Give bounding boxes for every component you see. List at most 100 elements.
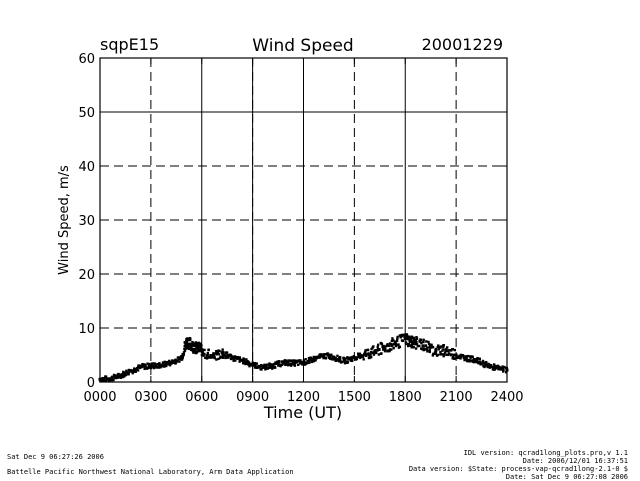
data-point <box>192 347 195 351</box>
data-point <box>445 353 448 356</box>
data-point <box>210 355 214 359</box>
data-point <box>363 351 367 355</box>
data-point <box>289 364 293 367</box>
data-point <box>424 344 428 348</box>
data-point <box>485 360 488 364</box>
data-point <box>343 358 347 361</box>
data-point <box>468 355 472 358</box>
data-point <box>425 340 428 343</box>
data-point <box>375 351 378 355</box>
data-point <box>151 365 154 368</box>
data-point <box>137 364 141 367</box>
data-point <box>269 364 272 367</box>
data-point <box>427 340 430 344</box>
data-point <box>357 355 361 358</box>
data-point <box>300 360 303 364</box>
data-point <box>161 362 165 365</box>
data-point <box>290 359 293 362</box>
data-point <box>285 362 288 365</box>
data-point <box>186 345 189 349</box>
data-point <box>215 349 218 353</box>
data-point <box>414 347 418 350</box>
data-point <box>278 364 281 367</box>
data-point <box>124 374 127 377</box>
data-point <box>210 354 214 357</box>
data-point <box>442 348 445 351</box>
data-point <box>185 337 188 341</box>
data-point <box>488 366 491 369</box>
data-point <box>233 355 237 358</box>
x-tick-label-1800: 1800 <box>389 390 422 405</box>
data-point <box>196 350 199 353</box>
data-point <box>378 348 381 351</box>
data-point <box>457 356 460 359</box>
data-point <box>285 359 288 362</box>
data-point <box>209 353 212 357</box>
data-point <box>296 363 300 366</box>
x-tick-marks <box>99 58 508 382</box>
footer-right-idl-version: IDL version: qcrad1long_plots.pro,v 1.1 <box>463 449 628 457</box>
data-point <box>132 367 136 370</box>
data-point <box>234 356 237 359</box>
data-point <box>394 344 397 348</box>
data-point <box>193 344 196 347</box>
data-point <box>308 361 311 364</box>
data-point <box>359 356 362 360</box>
data-point <box>480 362 483 366</box>
data-point <box>238 360 241 363</box>
data-point <box>118 376 121 379</box>
data-point <box>229 354 233 357</box>
data-point <box>359 353 362 357</box>
data-point <box>471 355 474 359</box>
data-point <box>397 343 400 346</box>
data-point <box>291 361 295 365</box>
data-point <box>367 352 370 355</box>
data-point <box>415 340 418 344</box>
data-point <box>412 346 415 349</box>
data-point <box>265 366 269 369</box>
data-point <box>308 358 311 361</box>
data-point <box>236 357 239 361</box>
data-point <box>263 363 266 367</box>
data-point <box>199 342 202 345</box>
data-point <box>410 344 413 347</box>
data-point <box>236 356 239 359</box>
data-point <box>194 344 198 347</box>
data-point <box>476 356 479 360</box>
data-point <box>410 335 414 339</box>
data-point <box>180 358 184 361</box>
data-point <box>362 358 365 361</box>
data-point <box>134 370 138 373</box>
data-point <box>275 360 279 364</box>
data-point <box>428 344 432 348</box>
data-point <box>188 343 191 346</box>
data-point <box>227 353 230 357</box>
data-point <box>432 352 435 356</box>
x-tick-label-2400: 2400 <box>490 390 523 405</box>
data-point <box>299 359 302 362</box>
data-point <box>489 365 493 368</box>
data-point <box>249 363 252 366</box>
data-point <box>451 357 454 360</box>
data-point <box>322 353 325 356</box>
data-point <box>420 341 423 345</box>
data-point <box>337 358 340 362</box>
data-point <box>207 348 210 351</box>
data-point <box>192 351 195 354</box>
data-point <box>343 362 347 365</box>
data-point <box>293 363 296 367</box>
data-point <box>248 364 251 368</box>
data-point <box>127 372 130 375</box>
data-point <box>198 347 202 350</box>
data-point <box>441 349 444 352</box>
data-point <box>459 355 462 358</box>
data-point <box>110 378 114 382</box>
data-point <box>442 344 446 347</box>
data-point <box>112 373 116 377</box>
data-point <box>399 336 402 339</box>
data-point <box>471 359 475 362</box>
data-point <box>488 363 491 367</box>
data-point <box>483 365 486 369</box>
data-point <box>361 355 365 358</box>
data-point <box>314 357 317 360</box>
